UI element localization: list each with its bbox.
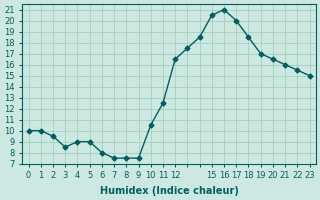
X-axis label: Humidex (Indice chaleur): Humidex (Indice chaleur) xyxy=(100,186,238,196)
